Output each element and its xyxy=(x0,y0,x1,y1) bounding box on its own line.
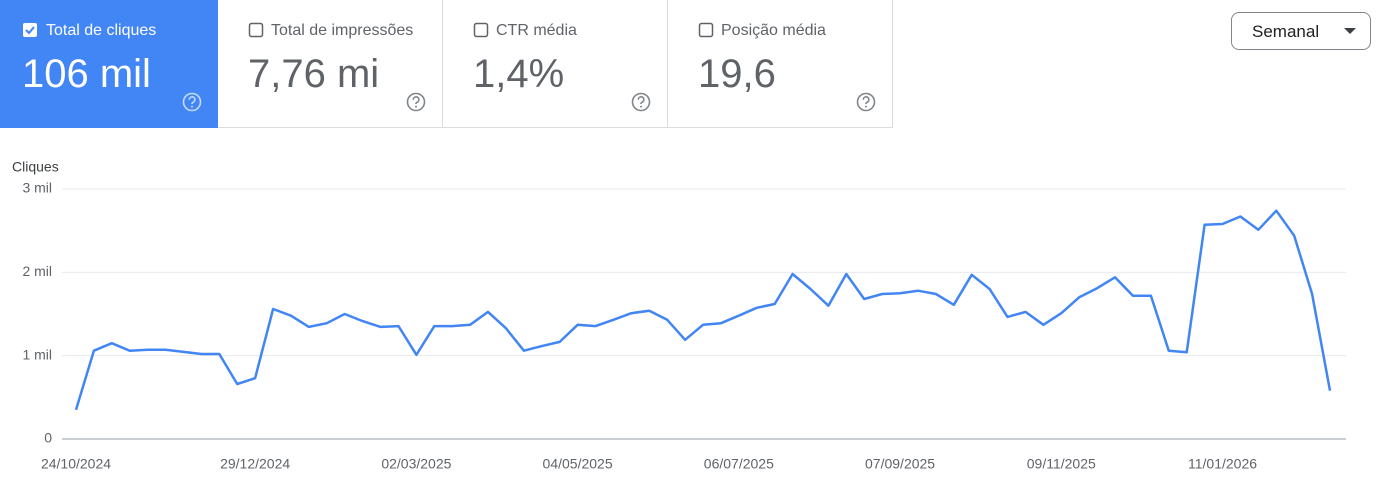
x-tick-label: 09/11/2025 xyxy=(1027,456,1096,472)
checkbox[interactable] xyxy=(22,22,38,38)
help-icon[interactable] xyxy=(406,92,426,112)
x-tick-label: 04/05/2025 xyxy=(543,456,613,472)
metric-value: 1,4% xyxy=(473,52,565,96)
checkbox[interactable] xyxy=(248,22,264,38)
y-axis-label: Cliques xyxy=(12,159,59,175)
x-tick-label: 02/03/2025 xyxy=(381,456,451,472)
metric-value: 106 mil xyxy=(22,52,151,96)
metric-card[interactable]: Posição média 19,6 xyxy=(668,0,893,128)
metric-value: 19,6 xyxy=(698,52,776,96)
x-tick-label: 07/09/2025 xyxy=(865,456,935,472)
y-tick-label: 2 mil xyxy=(22,263,52,279)
metric-card[interactable]: Total de cliques 106 mil xyxy=(0,0,218,128)
help-icon[interactable] xyxy=(182,92,202,112)
metric-card[interactable]: CTR média 1,4% xyxy=(443,0,668,128)
x-tick-label: 06/07/2025 xyxy=(704,456,774,472)
period-dropdown[interactable]: Semanal xyxy=(1231,12,1371,50)
x-tick-label: 29/12/2024 xyxy=(220,456,290,472)
x-tick-label: 24/10/2024 xyxy=(41,456,111,472)
help-icon[interactable] xyxy=(631,92,651,112)
y-tick-label: 0 xyxy=(44,430,52,446)
period-label: Semanal xyxy=(1252,22,1320,41)
metric-card[interactable]: Total de impressões 7,76 mi xyxy=(218,0,443,128)
y-tick-label: 3 mil xyxy=(22,180,52,196)
y-tick-label: 1 mil xyxy=(22,346,52,362)
checkbox[interactable] xyxy=(473,22,489,38)
series-line xyxy=(74,209,1332,411)
x-tick-label: 11/01/2026 xyxy=(1188,456,1257,472)
dropdown-arrow xyxy=(1344,28,1356,34)
checkbox[interactable] xyxy=(698,22,714,38)
metric-value: 7,76 mi xyxy=(248,52,380,96)
help-icon[interactable] xyxy=(856,92,876,112)
